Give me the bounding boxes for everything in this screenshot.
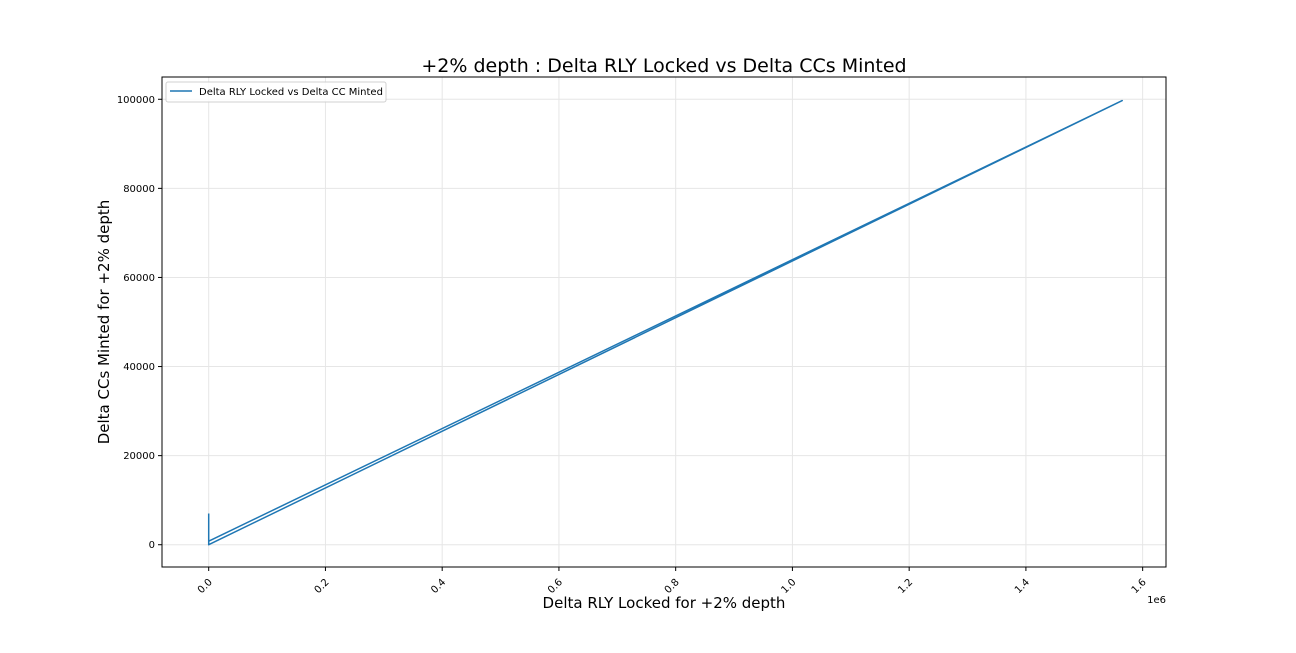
x-tick-label: 0.2 <box>313 577 332 596</box>
x-axis-offset-label: 1e6 <box>1147 595 1166 606</box>
y-axis-label: Delta CCs Minted for +2% depth <box>95 200 113 445</box>
y-tick-label: 80000 <box>123 184 155 195</box>
y-tick-label: 0 <box>149 540 155 551</box>
y-tick-label: 60000 <box>123 273 155 284</box>
x-axis-label: Delta RLY Locked for +2% depth <box>543 594 786 612</box>
y-axis-ticks: 0 20000 40000 60000 80000 100000 <box>117 95 162 551</box>
series-layer <box>207 99 1123 546</box>
y-tick-label: 100000 <box>117 95 155 106</box>
legend: Delta RLY Locked vs Delta CC Minted <box>165 81 387 103</box>
y-tick-label: 20000 <box>123 451 155 462</box>
legend-series-label: Delta RLY Locked vs Delta CC Minted <box>199 87 383 98</box>
legend-box <box>165 81 387 103</box>
plot-frame <box>161 76 1167 568</box>
x-axis-ticks: 0.0 0.2 0.4 0.6 0.8 1.0 1.2 1.4 1.6 <box>196 567 1149 596</box>
x-tick-label: 1.4 <box>1013 577 1032 596</box>
x-tick-label: 0.4 <box>429 577 448 596</box>
grid-lines <box>162 77 1166 567</box>
y-tick-label: 40000 <box>123 362 155 373</box>
chart-title: +2% depth : Delta RLY Locked vs Delta CC… <box>421 55 906 77</box>
x-tick-label: 1.6 <box>1130 577 1149 596</box>
x-tick-label: 0.0 <box>196 577 215 596</box>
x-tick-label: 1.2 <box>896 577 915 596</box>
series-line <box>207 99 1123 546</box>
